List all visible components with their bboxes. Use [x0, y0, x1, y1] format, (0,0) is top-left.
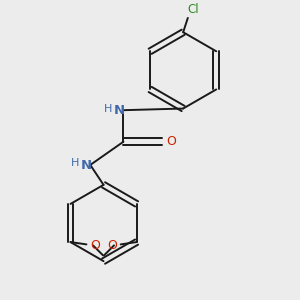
Text: N: N	[81, 159, 92, 172]
Text: N: N	[114, 104, 125, 117]
Text: H: H	[104, 103, 113, 113]
Text: O: O	[90, 239, 100, 252]
Text: O: O	[166, 135, 176, 148]
Text: O: O	[107, 239, 117, 252]
Text: H: H	[71, 158, 80, 168]
Text: Cl: Cl	[188, 4, 199, 16]
